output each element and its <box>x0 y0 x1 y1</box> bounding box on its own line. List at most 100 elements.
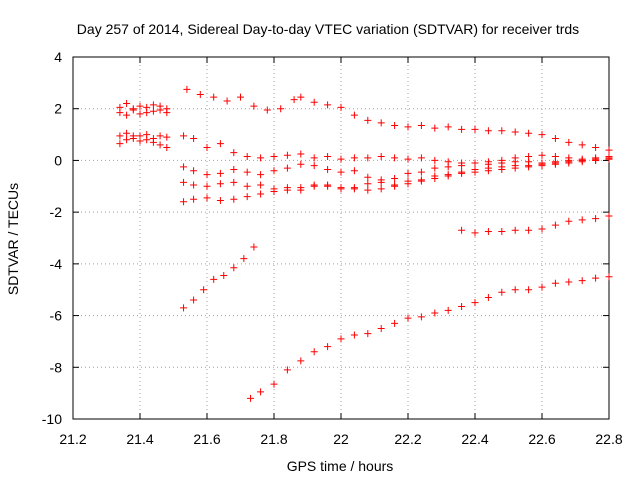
data-point <box>471 299 479 307</box>
data-point <box>257 171 265 179</box>
data-point <box>391 175 399 183</box>
data-point <box>216 197 224 205</box>
tick-labels: 21.2 21.4 21.6 21.8 22 22.2 22.4 22.6 22.8 -10 -8 -… <box>42 49 623 447</box>
data-point <box>551 160 559 168</box>
data-point <box>200 286 208 294</box>
data-point <box>605 155 613 163</box>
y-tick-label: 0 <box>54 152 62 168</box>
x-tick-label: 22 <box>333 431 349 447</box>
data-point <box>364 116 372 124</box>
data-series-track-8 <box>180 155 613 194</box>
y-tick-label: -6 <box>50 308 63 324</box>
data-point <box>417 177 425 185</box>
data-point <box>471 159 479 167</box>
data-point <box>257 154 265 162</box>
data-point <box>270 153 278 161</box>
data-point <box>243 153 251 161</box>
data-point <box>163 109 171 117</box>
data-point <box>551 153 559 161</box>
data-point <box>337 168 345 176</box>
data-point <box>364 154 372 162</box>
x-tick-label: 22.6 <box>528 431 555 447</box>
data-point <box>123 129 131 137</box>
data-point <box>458 226 466 234</box>
data-point <box>471 168 479 176</box>
data-point <box>143 131 151 139</box>
data-point <box>471 229 479 237</box>
data-point <box>123 111 131 119</box>
data-point <box>431 124 439 132</box>
data-point <box>605 212 613 220</box>
data-point <box>263 106 271 114</box>
data-point <box>404 180 412 188</box>
data-point <box>230 165 238 173</box>
data-point <box>149 107 157 115</box>
data-point <box>230 264 238 272</box>
data-point <box>404 155 412 163</box>
data-point <box>578 141 586 149</box>
data-point <box>283 184 291 192</box>
data-point <box>364 330 372 338</box>
data-point <box>247 394 255 402</box>
data-point <box>203 182 211 190</box>
data-point <box>337 155 345 163</box>
data-point <box>250 243 258 251</box>
data-point <box>123 136 131 144</box>
data-series-track-4 <box>116 131 171 148</box>
data-point <box>180 132 188 140</box>
data-point <box>310 182 318 190</box>
data-point <box>484 293 492 301</box>
data-point <box>223 97 231 105</box>
data-point <box>324 153 332 161</box>
data-point <box>565 278 573 286</box>
data-point <box>498 288 506 296</box>
data-point <box>210 93 218 101</box>
data-point <box>391 154 399 162</box>
data-point <box>404 123 412 131</box>
data-point <box>578 158 586 166</box>
data-series-track-10 <box>458 212 613 237</box>
data-point <box>377 185 385 193</box>
data-point <box>417 122 425 130</box>
data-point <box>458 162 466 170</box>
x-tick-label: 21.8 <box>260 431 287 447</box>
data-point <box>163 133 171 141</box>
data-series-track-5 <box>183 85 613 154</box>
data-point <box>578 277 586 285</box>
data-point <box>511 164 519 172</box>
data-point <box>551 221 559 229</box>
data-point <box>444 123 452 131</box>
data-point <box>243 182 251 190</box>
data-point <box>324 101 332 109</box>
data-point <box>484 167 492 175</box>
data-point <box>377 153 385 161</box>
data-point <box>511 226 519 234</box>
data-point <box>525 153 533 161</box>
data-series-track-11 <box>180 243 258 312</box>
data-point <box>216 140 224 148</box>
data-point <box>458 169 466 177</box>
data-point <box>377 119 385 127</box>
data-point <box>210 275 218 283</box>
data-point <box>190 296 198 304</box>
data-point <box>538 225 546 233</box>
data-point <box>431 309 439 317</box>
data-point <box>283 151 291 159</box>
data-point <box>116 132 124 140</box>
data-point <box>270 187 278 195</box>
data-point <box>431 156 439 164</box>
data-point <box>156 102 164 110</box>
data-point <box>484 228 492 236</box>
data-point <box>471 125 479 133</box>
data-point <box>257 181 265 189</box>
data-point <box>592 215 600 223</box>
data-point <box>605 146 613 154</box>
data-point <box>180 198 188 206</box>
data-point <box>525 286 533 294</box>
data-point <box>391 319 399 327</box>
data-point <box>190 134 198 142</box>
data-series-track-9 <box>180 155 613 206</box>
data-points <box>116 85 613 402</box>
data-point <box>216 169 224 177</box>
